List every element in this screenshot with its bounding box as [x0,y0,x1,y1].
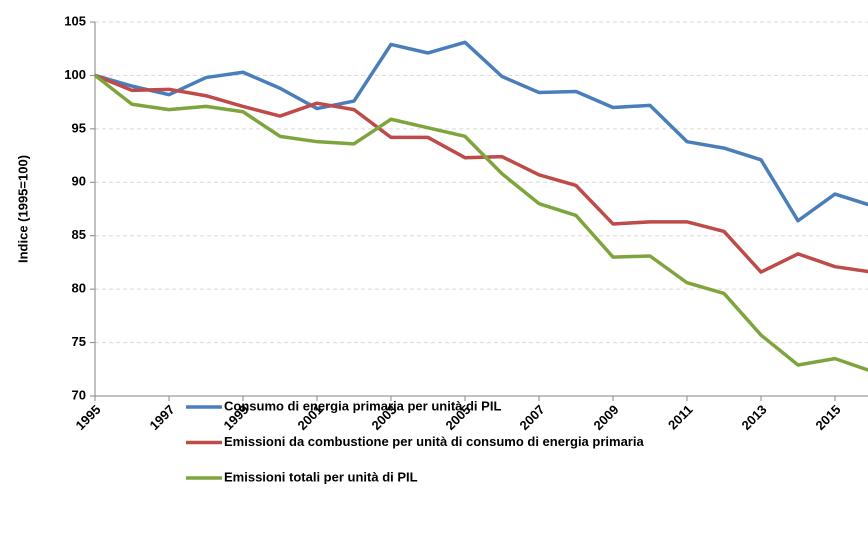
x-tick-label: 2007 [516,402,547,433]
series-line [94,40,868,223]
y-tick-label: 70 [72,387,86,402]
x-tick-label: 2011 [665,402,696,433]
x-tick-label: 2015 [812,402,843,433]
y-tick-label: 100 [64,67,86,82]
y-tick-label: 95 [72,120,86,135]
legend-label: Emissioni totali per unità di PIL [224,469,418,484]
y-tick-label: 80 [72,281,86,296]
x-tick-label: 1997 [146,402,177,433]
series-line [93,74,868,372]
legend-label: Emissioni da combustione per unità di co… [224,434,644,449]
y-tick-label: 85 [72,227,86,242]
series-line [94,73,868,274]
x-tick-label: 1995 [72,402,103,433]
y-tick-label: 105 [64,13,86,28]
y-axis-label: Indice (1995=100) [15,155,30,263]
y-tick-label: 90 [72,174,86,189]
x-tick-label: 2009 [590,402,621,433]
legend-label: Consumo di energia primaria per unità di… [224,398,501,413]
x-tick-label: 2013 [738,402,769,433]
y-tick-label: 75 [72,334,86,349]
